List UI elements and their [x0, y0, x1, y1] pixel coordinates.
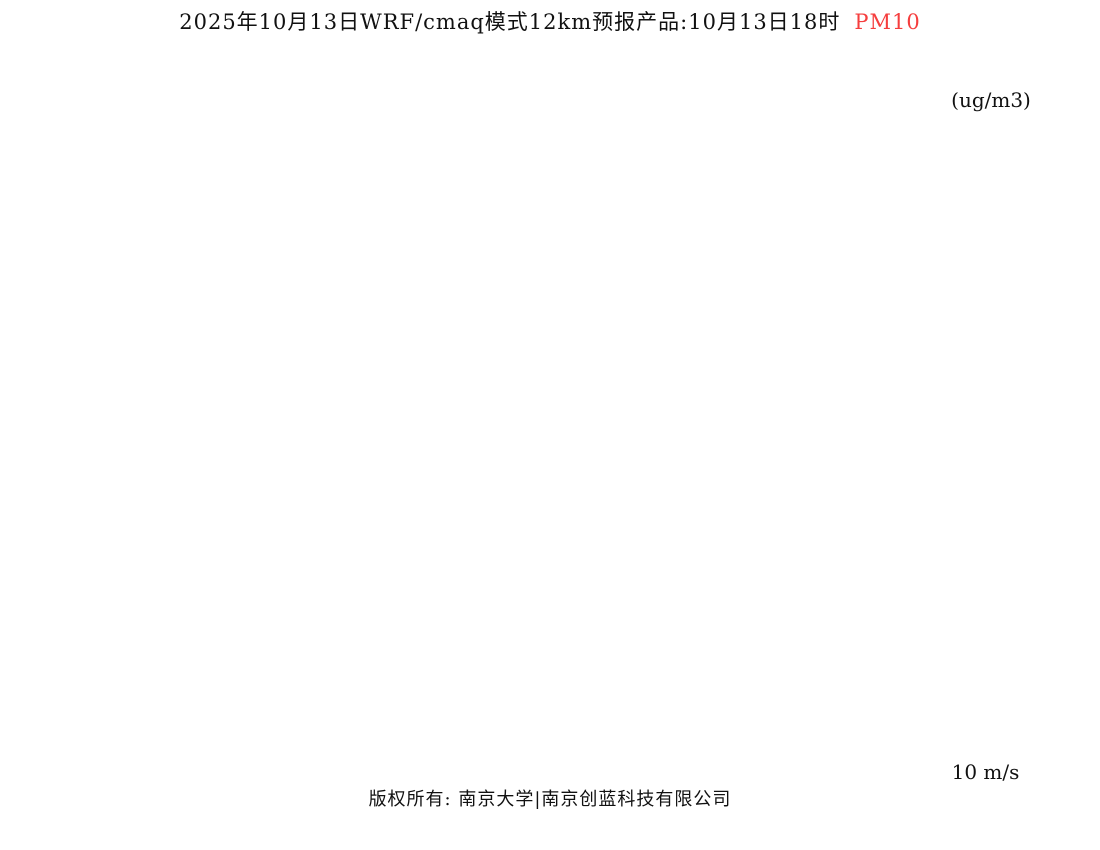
- pm10-concentration-field: [205, 49, 893, 747]
- colorbar-unit-label: (ug/m3): [951, 88, 1031, 112]
- wind-reference-label: 10 m/s: [951, 760, 1020, 784]
- title-species-pm10: PM10: [854, 10, 921, 34]
- page-title: 2025年10月13日WRF/cmaq模式12km预报产品:10月13日18时 P…: [0, 6, 1100, 36]
- copyright-footer: 版权所有: 南京大学|南京创蓝科技有限公司: [368, 789, 732, 810]
- title-text: 2025年10月13日WRF/cmaq模式12km预报产品:10月13日18时: [179, 10, 841, 34]
